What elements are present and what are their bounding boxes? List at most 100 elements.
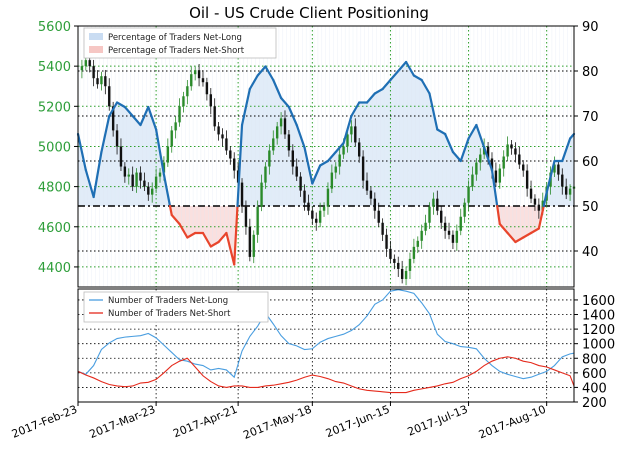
positioning-segment xyxy=(475,123,486,149)
left-tick-label: 5400 xyxy=(38,60,71,75)
candle-body xyxy=(178,106,181,123)
candle-body xyxy=(373,198,377,211)
bottom-right-tick-label: 200 xyxy=(582,396,607,411)
candle-body xyxy=(248,226,252,257)
right-tick-label: 40 xyxy=(582,245,599,260)
candle-body xyxy=(217,126,220,135)
right-tick-label: 70 xyxy=(582,110,599,125)
positioning-segment xyxy=(334,141,345,154)
candle-body xyxy=(365,180,369,191)
positioning-segment xyxy=(490,168,499,208)
candle-body xyxy=(256,206,259,235)
positioning-segment xyxy=(326,150,337,163)
positioning-segment xyxy=(529,227,540,235)
bottom-right-tick-label: 1600 xyxy=(582,294,615,309)
candle-body xyxy=(377,210,380,223)
candle-body xyxy=(525,170,529,189)
bottom-legend-box xyxy=(83,291,269,323)
positioning-segment xyxy=(155,128,166,176)
candle-body xyxy=(170,130,173,147)
legend-label-number-net-short: Number of Traders Net-Short xyxy=(108,309,231,319)
candle-body xyxy=(229,150,232,159)
candle-body xyxy=(92,66,95,79)
positioning-segment xyxy=(373,87,384,95)
candle-body xyxy=(131,174,134,187)
positioning-segment xyxy=(561,137,572,163)
positioning-segment xyxy=(100,114,111,154)
left-tick-label: 4400 xyxy=(38,261,71,276)
bottom-right-tick-label: 600 xyxy=(582,367,607,382)
candle-body xyxy=(432,198,435,207)
bottom-right-tick-label: 1000 xyxy=(582,338,615,353)
positioning-segment xyxy=(496,204,501,226)
positioning-segment xyxy=(225,231,236,266)
candle-body xyxy=(315,218,318,223)
candle-body xyxy=(451,234,455,243)
candle-body xyxy=(84,60,88,67)
left-tick-label: 4600 xyxy=(38,221,71,236)
candle-body xyxy=(529,188,533,199)
left-tick-label: 5000 xyxy=(38,140,71,155)
positioning-segment xyxy=(444,132,455,154)
candle-body xyxy=(174,122,177,131)
candle-body xyxy=(475,162,478,175)
positioning-segment xyxy=(350,101,361,118)
candle-body xyxy=(447,230,451,235)
candle-body xyxy=(275,126,279,139)
legend-label-net-long: Percentage of Traders Net-Long xyxy=(108,33,242,43)
bottom-right-tick-label: 1400 xyxy=(582,309,615,324)
bottom-right-tick-label: 1200 xyxy=(582,323,615,338)
candle-body xyxy=(193,70,197,75)
candle-body xyxy=(154,176,158,189)
candle-body xyxy=(514,148,517,155)
positioning-segment xyxy=(233,204,239,266)
candle-body xyxy=(190,74,193,87)
positioning-segment xyxy=(147,105,158,131)
positioning-segment xyxy=(108,101,119,118)
candle-body xyxy=(424,222,427,231)
candle-body xyxy=(479,154,482,163)
positioning-segment xyxy=(287,105,298,127)
positioning-segment xyxy=(514,236,525,244)
candle-body xyxy=(522,164,525,171)
candle-body xyxy=(225,138,228,151)
candle-body xyxy=(397,262,400,269)
candle-body xyxy=(147,186,150,195)
candle-body xyxy=(166,146,170,163)
candle-body xyxy=(420,230,423,241)
candle-body xyxy=(186,86,189,97)
top-panel-frame xyxy=(77,25,575,288)
positioning-segment xyxy=(256,65,267,77)
candle-body xyxy=(201,78,205,83)
candle-body xyxy=(357,142,361,157)
positioning-segment xyxy=(236,123,244,208)
candle-body xyxy=(498,168,501,183)
candle-body xyxy=(244,206,248,227)
candle-body xyxy=(104,76,107,87)
candle-body xyxy=(139,172,142,181)
positioning-segment xyxy=(217,231,228,244)
positioning-line xyxy=(76,60,576,266)
right-tick-label: 90 xyxy=(582,20,599,35)
positioning-segment xyxy=(168,204,173,217)
candle-body xyxy=(467,186,470,203)
positioning-segment xyxy=(412,74,423,82)
positioning-segment xyxy=(84,168,95,199)
chart-title: Oil - US Crude Client Positioning xyxy=(189,4,429,22)
candle-body xyxy=(506,144,509,157)
positioning-segment xyxy=(483,146,494,172)
candle-body xyxy=(291,150,295,167)
candle-body xyxy=(416,240,419,247)
positioning-segment xyxy=(201,231,212,248)
bottom-right-tick-label: 800 xyxy=(582,352,607,367)
left-tick-label: 5600 xyxy=(38,20,71,35)
candle-body xyxy=(408,258,412,271)
positioning-segment xyxy=(123,105,134,118)
candle-body xyxy=(260,182,263,207)
positioning-segment xyxy=(240,87,251,127)
candle-body xyxy=(568,188,572,195)
number-net-short-line xyxy=(77,356,575,394)
candle-body xyxy=(318,210,322,223)
positioning-segment xyxy=(139,105,150,127)
